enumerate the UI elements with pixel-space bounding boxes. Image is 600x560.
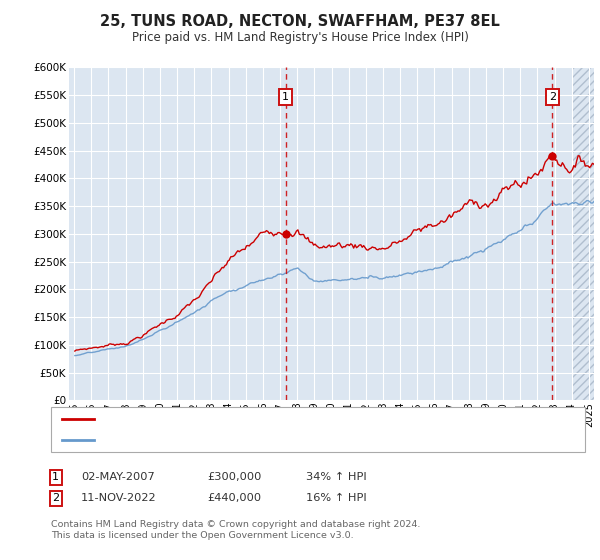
Bar [572,67,594,400]
Text: Price paid vs. HM Land Registry's House Price Index (HPI): Price paid vs. HM Land Registry's House … [131,31,469,44]
Text: 1: 1 [282,92,289,102]
Text: 1: 1 [52,472,59,482]
Text: HPI: Average price, detached house, Breckland: HPI: Average price, detached house, Brec… [101,435,346,445]
Text: 25, TUNS ROAD, NECTON, SWAFFHAM, PE37 8EL (detached house): 25, TUNS ROAD, NECTON, SWAFFHAM, PE37 8E… [101,414,449,424]
Text: 2: 2 [52,493,59,503]
Text: £440,000: £440,000 [207,493,261,503]
Bar [572,67,594,400]
Text: 02-MAY-2007: 02-MAY-2007 [81,472,155,482]
Text: 16% ↑ HPI: 16% ↑ HPI [306,493,367,503]
Text: 11-NOV-2022: 11-NOV-2022 [81,493,157,503]
Text: 2: 2 [549,92,556,102]
Text: Contains HM Land Registry data © Crown copyright and database right 2024.
This d: Contains HM Land Registry data © Crown c… [51,520,421,540]
Text: 25, TUNS ROAD, NECTON, SWAFFHAM, PE37 8EL: 25, TUNS ROAD, NECTON, SWAFFHAM, PE37 8E… [100,14,500,29]
Text: 34% ↑ HPI: 34% ↑ HPI [306,472,367,482]
Text: £300,000: £300,000 [207,472,262,482]
